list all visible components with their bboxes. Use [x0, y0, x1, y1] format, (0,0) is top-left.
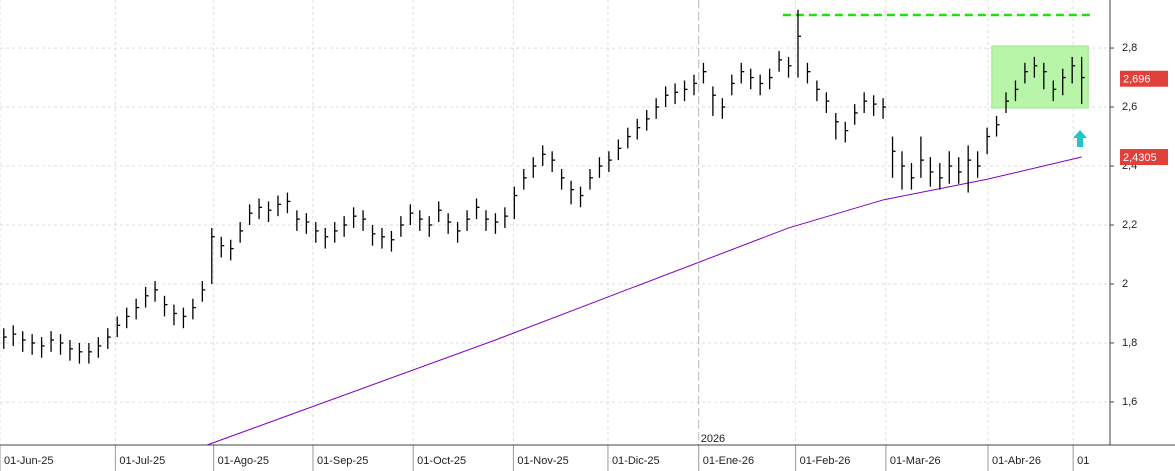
- price-label: 2,4305: [1123, 152, 1157, 164]
- x-tick-label: 01: [1077, 455, 1089, 467]
- y-tick-label: 2,8: [1122, 42, 1137, 54]
- x-tick-label: 01-Feb-26: [800, 455, 851, 467]
- y-tick-label: 2,2: [1122, 219, 1137, 231]
- y-tick-label: 2,6: [1122, 101, 1137, 113]
- x-tick-label: 01-Nov-25: [517, 455, 568, 467]
- year-label: 2026: [701, 433, 725, 445]
- x-tick-label: 01-Oct-25: [417, 455, 466, 467]
- x-tick-label: 01-Sep-25: [317, 455, 368, 467]
- x-tick-label: 01-Jul-25: [119, 455, 165, 467]
- y-tick-label: 1,6: [1122, 396, 1137, 408]
- up-arrow: [1073, 130, 1087, 147]
- price-label-box: [1120, 70, 1168, 87]
- y-tick-label: 2: [1122, 278, 1128, 290]
- moving-average: [206, 156, 1082, 446]
- x-tick-label: 01-Jun-25: [4, 455, 54, 467]
- x-tick-label: 01-Abr-26: [992, 455, 1041, 467]
- x-tick-label: 01-Ene-26: [703, 455, 754, 467]
- y-tick-label: 1,8: [1122, 337, 1137, 349]
- x-tick-label: 01-Mar-26: [890, 455, 941, 467]
- price-label: 2,696: [1123, 74, 1151, 86]
- price-label-box: [1120, 149, 1168, 166]
- x-tick-label: 01-Dic-25: [612, 455, 660, 467]
- x-tick-label: 01-Ago-25: [218, 455, 269, 467]
